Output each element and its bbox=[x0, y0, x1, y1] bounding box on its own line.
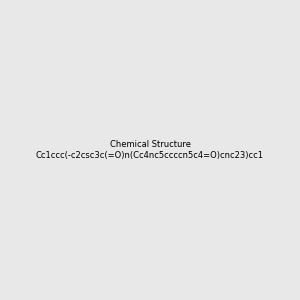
Text: Chemical Structure
Cc1ccc(-c2csc3c(=O)n(Cc4nc5ccccn5c4=O)cnc23)cc1: Chemical Structure Cc1ccc(-c2csc3c(=O)n(… bbox=[36, 140, 264, 160]
